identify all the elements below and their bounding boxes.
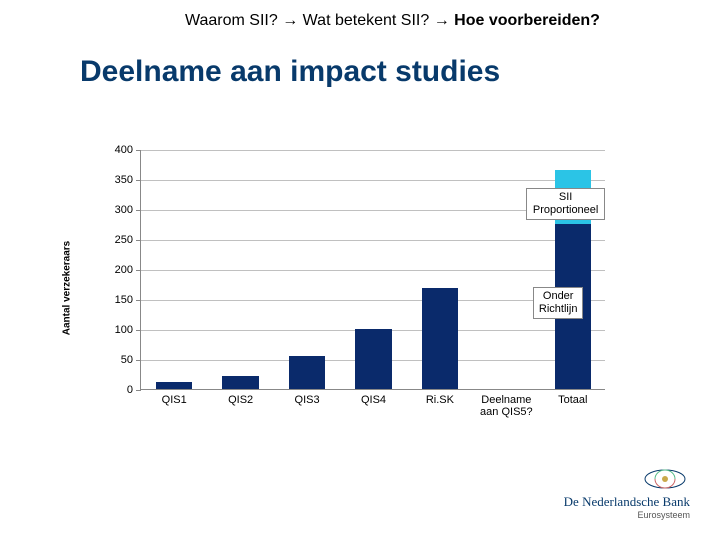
bar-chart: Aantal verzekeraars 05010015020025030035… (105, 150, 605, 425)
x-tick-label: Totaal (558, 389, 587, 406)
plot-area: 050100150200250300350400QIS1QIS2QIS3QIS4… (140, 150, 605, 390)
y-tick-label: 100 (115, 324, 141, 336)
grid-line (141, 240, 605, 241)
y-tick-label: 400 (115, 144, 141, 156)
bar-main (156, 382, 193, 389)
y-tick-label: 50 (121, 354, 141, 366)
x-tick-label: QIS1 (162, 389, 187, 406)
x-tick-label: QIS3 (295, 389, 320, 406)
grid-line (141, 150, 605, 151)
breadcrumb: Waarom SII? → Wat betekent SII? → Hoe vo… (185, 12, 600, 30)
bar-main (289, 356, 326, 389)
x-tick-label: Deelname aan QIS5? (480, 389, 533, 418)
bar-main (422, 288, 459, 389)
breadcrumb-2: Wat betekent SII? (298, 12, 433, 29)
y-tick-label: 250 (115, 234, 141, 246)
brand-name: De Nederlandsche Bank (530, 494, 690, 510)
x-tick-label: QIS2 (228, 389, 253, 406)
legend-label: Onder Richtlijn (533, 287, 584, 319)
y-tick-label: 0 (127, 384, 141, 396)
grid-line (141, 270, 605, 271)
x-tick-label: Ri.SK (426, 389, 454, 406)
x-tick-label: QIS4 (361, 389, 386, 406)
y-tick-label: 300 (115, 204, 141, 216)
bar-main (222, 376, 259, 389)
dnb-logo-icon (530, 466, 690, 494)
grid-line (141, 180, 605, 181)
breadcrumb-3: Hoe voorbereiden? (450, 12, 600, 29)
brand-logo: De Nederlandsche Bank Eurosysteem (530, 466, 690, 520)
brand-sub: Eurosysteem (530, 510, 690, 520)
breadcrumb-1: Waarom SII? (185, 12, 282, 29)
y-tick-label: 200 (115, 264, 141, 276)
legend-label: SII Proportioneel (526, 188, 605, 220)
y-tick-label: 350 (115, 174, 141, 186)
y-axis-label: Aantal verzekeraars (62, 240, 73, 335)
page-title: Deelname aan impact studies (80, 55, 500, 89)
bar-main (355, 329, 392, 389)
y-tick-label: 150 (115, 294, 141, 306)
